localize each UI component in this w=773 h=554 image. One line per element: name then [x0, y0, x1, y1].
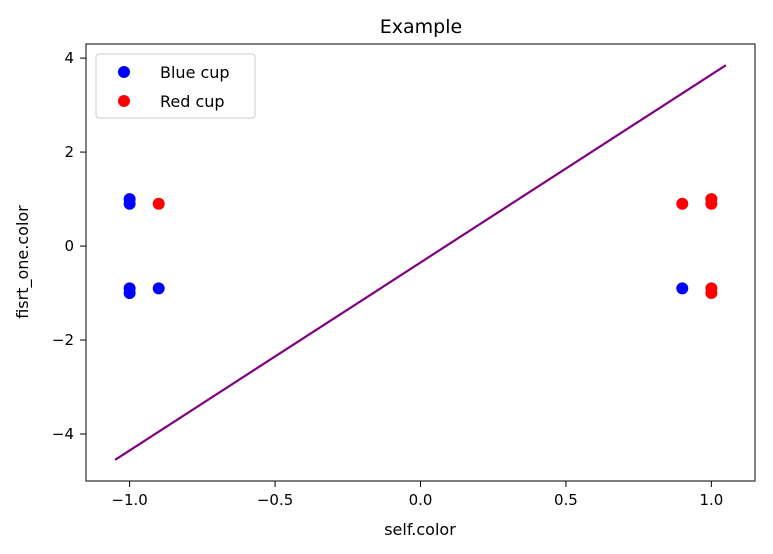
x-axis-ticks: −1.0 −0.5 0.0 0.5 1.0: [111, 481, 723, 509]
y-tick-label: 0: [64, 237, 74, 255]
x-tick-label: −0.5: [257, 491, 293, 509]
legend-label-blue-cup: Blue cup: [160, 63, 230, 82]
point-red-cup: [152, 197, 165, 210]
x-tick-label: 0.5: [554, 491, 578, 509]
legend: Blue cup Red cup: [95, 53, 256, 119]
y-axis-label: fisrt_one.color: [13, 205, 33, 319]
plot-frame: [85, 43, 756, 482]
scatter-points: [123, 193, 718, 300]
y-tick-label: 4: [64, 49, 74, 67]
x-tick-label: −1.0: [111, 491, 147, 509]
point-red-cup: [705, 197, 718, 210]
x-tick-label: 0.0: [409, 491, 433, 509]
y-axis-ticks: −4 −2 0 2 4: [52, 49, 86, 443]
point-blue-cup: [152, 282, 165, 295]
legend-marker-red-cup: [118, 95, 130, 107]
point-blue-cup: [123, 287, 136, 300]
y-tick-label: −2: [52, 331, 74, 349]
x-axis-label: self.color: [384, 520, 456, 539]
point-blue-cup: [676, 282, 689, 295]
purple-line: [114, 64, 727, 461]
point-blue-cup: [123, 197, 136, 210]
x-tick-label: 1.0: [699, 491, 723, 509]
legend-label-red-cup: Red cup: [160, 92, 225, 111]
chart-title: Example: [380, 16, 462, 38]
y-tick-label: −4: [52, 425, 74, 443]
legend-box: [95, 53, 256, 119]
point-red-cup: [705, 287, 718, 300]
point-red-cup: [676, 197, 689, 210]
y-tick-label: 2: [64, 143, 74, 161]
legend-marker-blue-cup: [118, 66, 130, 78]
